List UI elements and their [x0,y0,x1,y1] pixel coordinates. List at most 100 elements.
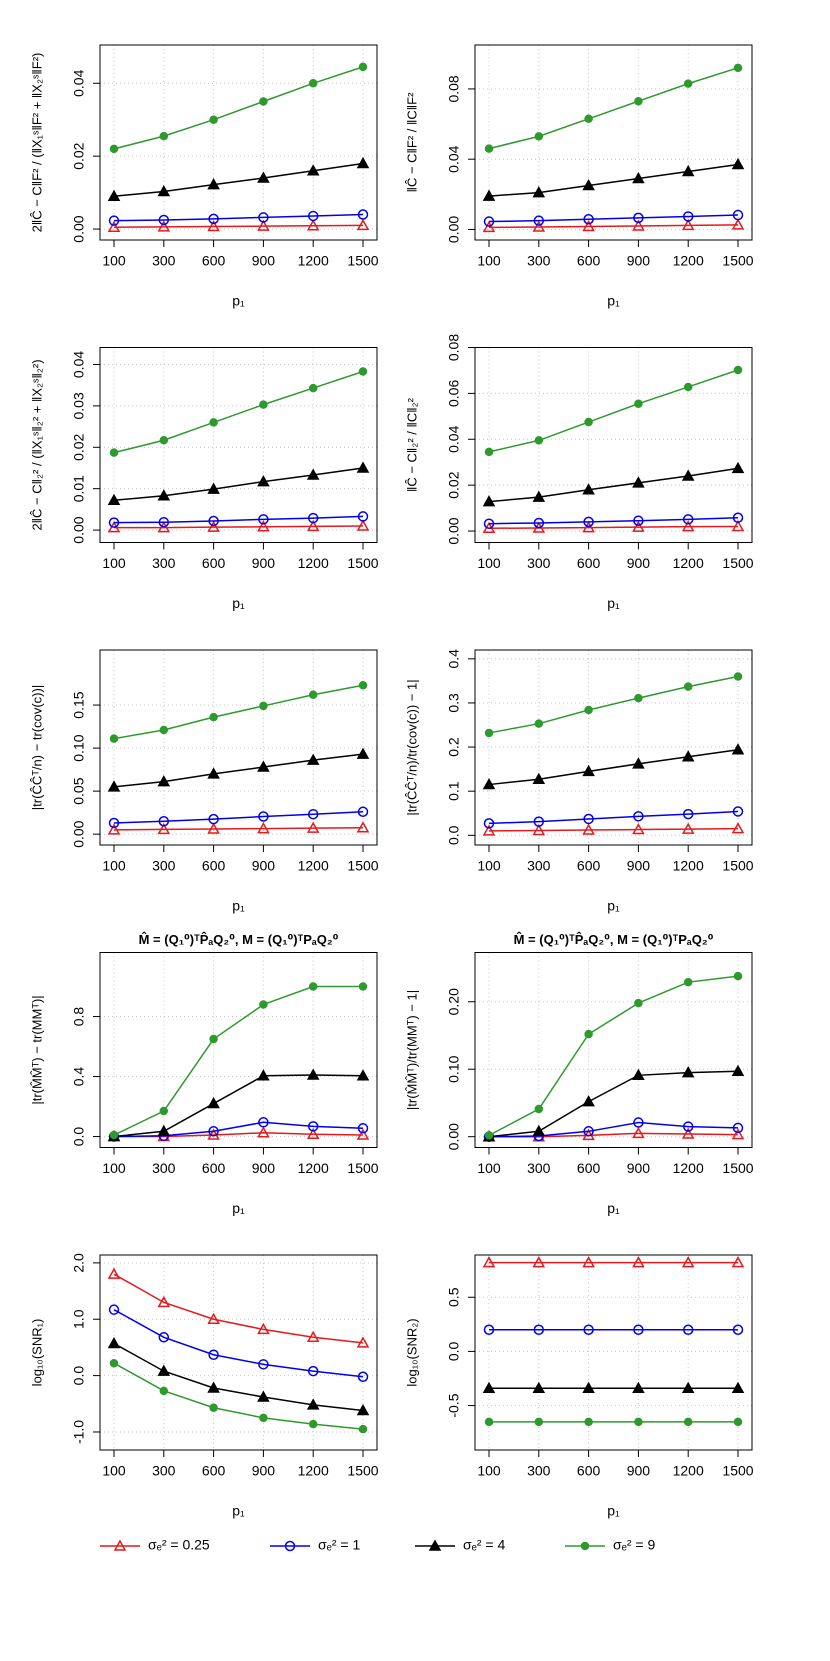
x-tick-label: 100 [477,1160,501,1176]
series-line [113,1121,364,1138]
series-line [113,370,364,454]
point [733,971,743,981]
y-tick-label: 0.06 [446,380,462,407]
point [258,514,269,525]
point [108,1304,120,1315]
point [208,213,219,225]
series-line [113,515,364,524]
x-tick-label: 1500 [722,555,753,571]
point [356,519,370,531]
point [484,728,494,738]
point [306,753,320,765]
point [682,808,694,820]
point [582,178,595,191]
point [533,517,545,529]
x-axis-label: p₁ [232,1200,245,1216]
point [733,1417,743,1427]
point [109,144,119,154]
point [683,1417,693,1427]
point [484,144,494,153]
point [731,1381,745,1393]
point [584,114,593,124]
x-tick-label: 600 [202,1463,226,1479]
series-line [113,224,364,228]
x-tick-label: 300 [152,555,176,571]
plot-frame [99,649,378,846]
series-line [488,467,739,503]
point [257,822,270,834]
point [584,1029,593,1039]
y-tick-label: 0.08 [446,75,462,102]
series-line [113,753,364,788]
point [681,520,695,532]
x-axis-label: p₁ [607,595,620,611]
point [207,219,220,232]
series-line [488,748,739,786]
point [107,189,121,202]
y-tick-label: 0.10 [71,734,87,761]
point [306,1398,320,1410]
point [209,418,218,427]
x-axis-label: p₁ [607,898,620,914]
point [733,365,743,375]
legend-marker [580,1541,590,1551]
point [482,495,496,507]
point [532,490,546,502]
point [207,178,220,190]
series-line [488,525,739,530]
point [584,705,593,715]
point [731,519,745,532]
x-tick-label: 900 [252,555,276,571]
point [583,1126,594,1137]
x-tick-label: 1200 [673,858,704,874]
point [159,725,169,735]
point [633,1324,644,1335]
x-tick-label: 1200 [298,858,329,874]
point [534,132,544,141]
x-tick-label: 1500 [347,555,378,571]
y-tick-label: 0.00 [71,215,87,242]
y-tick-label: 0.00 [446,216,462,243]
series-line [488,67,739,150]
x-tick-label: 1200 [298,555,329,571]
point [482,220,496,233]
series-line [488,1070,739,1138]
y-tick-label: 0.00 [71,516,87,543]
x-tick-label: 1500 [722,1463,753,1479]
point [483,818,495,829]
point [633,515,644,526]
x-tick-label: 1200 [298,1160,329,1176]
x-tick-label: 600 [577,858,601,874]
point [157,184,171,197]
point [484,1417,494,1427]
y-axis-label: log₁₀(SNR₂) [404,1318,419,1386]
point [257,760,270,772]
x-tick-label: 100 [102,858,126,874]
x-tick-label: 300 [152,858,176,874]
point [207,767,220,779]
point [307,1365,319,1377]
point [633,1117,644,1128]
y-axis-label: log₁₀(SNR₁) [29,1319,44,1387]
point [732,1122,744,1134]
point [632,757,645,769]
series-line [113,213,364,222]
point [308,1419,318,1429]
y-tick-label: 0.2 [446,737,462,757]
point [356,821,370,833]
point [209,1403,218,1412]
plot-frame [99,1254,378,1451]
point [307,808,319,820]
x-tick-label: 900 [627,253,651,269]
x-tick-label: 1500 [722,253,753,269]
point [533,1324,545,1335]
x-tick-label: 600 [202,253,226,269]
series-line [113,1074,364,1138]
point [632,823,645,835]
point [357,1371,369,1382]
point [357,209,369,220]
point [208,813,219,825]
x-tick-label: 900 [627,858,651,874]
point [107,1267,121,1279]
point [356,1336,370,1348]
